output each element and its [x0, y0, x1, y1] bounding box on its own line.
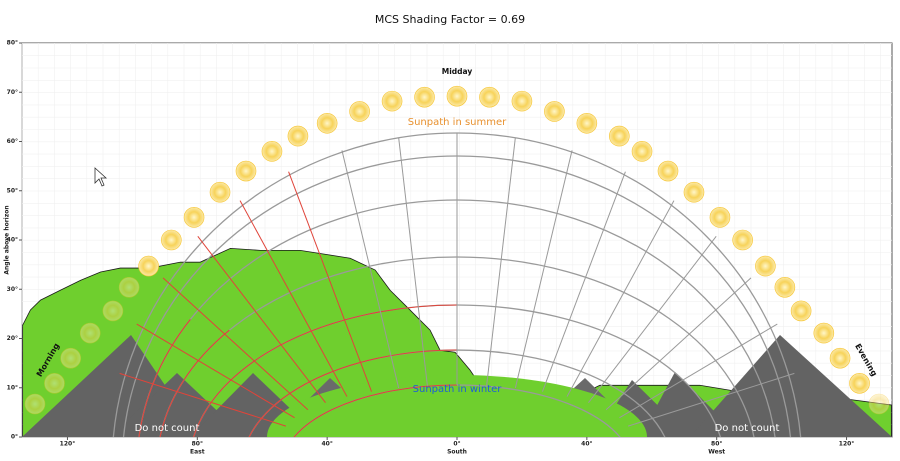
sun [813, 322, 835, 344]
shaded-arc [159, 256, 458, 437]
sunpath-divider [566, 200, 675, 397]
sun [609, 125, 630, 147]
chart-title: MCS Shading Factor = 0.69 [375, 13, 525, 26]
sun [183, 207, 205, 228]
x-tick-label: 40° [581, 441, 592, 448]
y-axis-label: Angle above horizon [4, 205, 11, 274]
annotation: Do not count [715, 423, 780, 434]
y-tick-label: 40° [7, 237, 18, 244]
sunpath-divider [162, 277, 309, 411]
sun [118, 276, 140, 298]
compass-label: South [447, 449, 467, 456]
sun [414, 86, 435, 108]
sun [657, 160, 679, 182]
sun [446, 85, 468, 107]
winter-dome [267, 375, 647, 437]
x-tick-label: 40° [321, 441, 332, 448]
sunpath-divider [619, 323, 778, 419]
sunpath-divider [541, 171, 626, 392]
sun [479, 86, 500, 108]
x-tick-label: 0° [453, 441, 460, 448]
sun [732, 229, 753, 251]
sun [79, 322, 101, 344]
sunpath-divider [605, 277, 752, 411]
sunpath-divider [341, 150, 400, 389]
shaded-arc [293, 384, 458, 437]
annotation: Sunpath in summer [408, 117, 507, 128]
annotation: Do not count [135, 423, 200, 434]
y-tick-label: 70° [7, 89, 18, 96]
sunpath-divider [627, 372, 795, 427]
annotation: Midday [442, 67, 473, 76]
sun [349, 101, 370, 122]
sun [44, 373, 65, 394]
y-tick-label: 30° [7, 286, 18, 293]
x-tick-label: 120° [839, 441, 855, 448]
annotation: Sunpath in winter [413, 384, 503, 395]
sun [631, 141, 653, 162]
sunpath-divider [514, 150, 573, 389]
sunpath-divider [136, 323, 295, 419]
sunpath-divider [288, 171, 373, 392]
sun [829, 347, 851, 369]
sunpath-divider [398, 137, 428, 386]
sun [868, 393, 890, 415]
sun [576, 112, 598, 134]
sun [287, 125, 309, 147]
sun-positions [24, 85, 890, 415]
sun [60, 347, 81, 369]
exclusion-zone [690, 335, 892, 437]
sun [774, 276, 796, 298]
cursor [94, 167, 108, 187]
y-tick-label: 60° [7, 138, 18, 145]
shaded-arc [193, 304, 458, 437]
x-tick-label: 80° [711, 441, 722, 448]
sun [849, 373, 870, 394]
sun [511, 90, 533, 112]
sun [261, 141, 283, 162]
x-tick-label: 80° [192, 441, 203, 448]
sunpath-grid [112, 132, 802, 437]
sun [235, 160, 257, 182]
sun [709, 207, 731, 228]
x-tick-label: 120° [60, 441, 76, 448]
shaded-arc [248, 349, 458, 437]
y-tick-label: 10° [7, 384, 18, 391]
compass-label: West [708, 449, 725, 456]
sun [161, 229, 182, 251]
sun [316, 112, 338, 134]
sun [102, 300, 124, 322]
y-tick-label: 20° [7, 335, 18, 342]
sun [209, 181, 231, 203]
sun [755, 255, 776, 277]
compass-label: East [190, 449, 205, 456]
sunpath-divider [588, 236, 717, 403]
sunpath-divider [486, 137, 516, 386]
y-tick-label: 80° [7, 40, 18, 47]
shaded-arc [138, 199, 458, 437]
sun [683, 181, 705, 203]
y-tick-label: 0° [11, 434, 18, 441]
sun [544, 101, 565, 122]
sunpath-divider [197, 236, 326, 403]
sunpath-divider [119, 372, 287, 427]
sun [381, 90, 403, 112]
sun [138, 255, 159, 277]
sun [24, 393, 46, 415]
sunpath-divider [239, 200, 348, 397]
y-tick-label: 50° [7, 187, 18, 194]
sun [790, 300, 812, 322]
